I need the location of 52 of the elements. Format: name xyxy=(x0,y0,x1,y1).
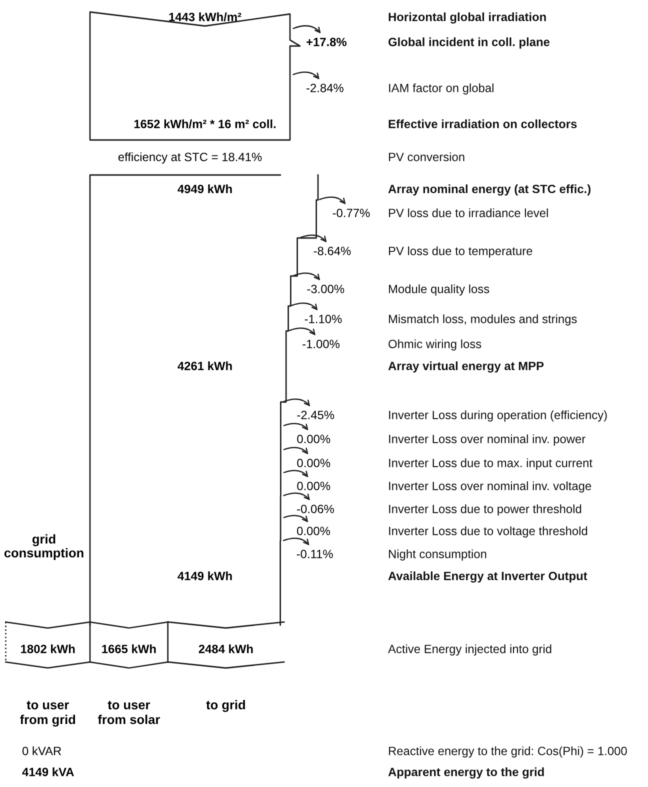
category-label: Global incident in coll. plane xyxy=(388,37,550,49)
data-label: -1.10% xyxy=(304,314,342,324)
category-label: to grid xyxy=(206,700,245,712)
data-label: 0.00% xyxy=(297,434,330,444)
data-label: -3.00% xyxy=(307,284,344,294)
data-label: 0.00% xyxy=(297,482,330,490)
data-label: -2.45% xyxy=(297,410,334,420)
data-label: -1.00% xyxy=(302,340,340,348)
category-label: Array nominal energy (at STC effic.) xyxy=(388,184,591,196)
category-label: Array virtual energy at MPP xyxy=(388,361,544,373)
category-label: Module quality loss xyxy=(388,284,490,296)
data-label: 4261 kWh xyxy=(178,361,232,370)
data-label: 4949 kWh xyxy=(178,184,232,194)
data-label: efficiency at STC = 18.41% xyxy=(118,152,262,164)
data-label: +17.8% xyxy=(306,38,347,46)
category-label: Inverter Loss due to voltage threshold xyxy=(389,526,588,538)
category-label: to user from grid xyxy=(20,700,76,727)
data-label: 0.00% xyxy=(297,526,330,536)
category-label: Ohmic wiring loss xyxy=(388,339,482,351)
data-label: 1802 kWh xyxy=(21,644,75,654)
category-label: Reactive energy to the grid: Cos(Phi) = 1.000 xyxy=(388,746,627,758)
category-label: Inverter Loss over nominal inv. voltage xyxy=(389,481,592,493)
category-label: Inverter Loss due to power threshold xyxy=(389,504,582,516)
category-label: Available Energy at Inverter Output xyxy=(388,571,588,583)
data-label: -8.64% xyxy=(314,246,351,256)
data-label: 0 kVAR xyxy=(22,746,62,756)
text: grid consumption xyxy=(4,534,84,560)
data-label: -2.84% xyxy=(306,84,344,92)
data-label: 4149 kVA xyxy=(22,767,74,776)
category-label: Active Energy injected into grid xyxy=(388,644,552,656)
data-label: -0.77% xyxy=(332,208,370,218)
data-label: 2484 kWh xyxy=(198,644,253,654)
category-label: Inverter Loss over nominal inv. power xyxy=(389,434,586,446)
category-label: to user from solar xyxy=(98,700,160,724)
category-label: Night consumption xyxy=(388,549,486,561)
data-label: -0.06% xyxy=(297,504,334,514)
category-label: Apparent energy to the grid xyxy=(388,767,544,779)
data-label: 1652 kWh/m² * 16 m² coll. xyxy=(134,119,276,128)
category-label: PV loss due to temperature xyxy=(388,246,532,258)
category-label: IAM factor on global xyxy=(389,83,494,95)
category-label: Mismatch loss, modules and strings xyxy=(388,314,577,326)
data-label: 0.00% xyxy=(297,458,330,468)
data-label: 4149 kWh xyxy=(178,571,232,580)
data-label: -0.11% xyxy=(296,550,333,558)
category-label: PV loss due to irradiance level xyxy=(388,208,548,218)
category-label: Horizontal global irradiation xyxy=(388,12,546,24)
category-label: Effective irradiation on collectors xyxy=(388,119,577,128)
data-label: 1665 kWh xyxy=(102,644,156,654)
category-label: Inverter Loss during operation (efficiency) xyxy=(389,410,607,422)
category-label: Inverter Loss due to max. input current xyxy=(389,458,592,470)
category-label: PV conversion xyxy=(388,152,464,162)
data-label: 1443 kWh/m² xyxy=(169,12,242,22)
